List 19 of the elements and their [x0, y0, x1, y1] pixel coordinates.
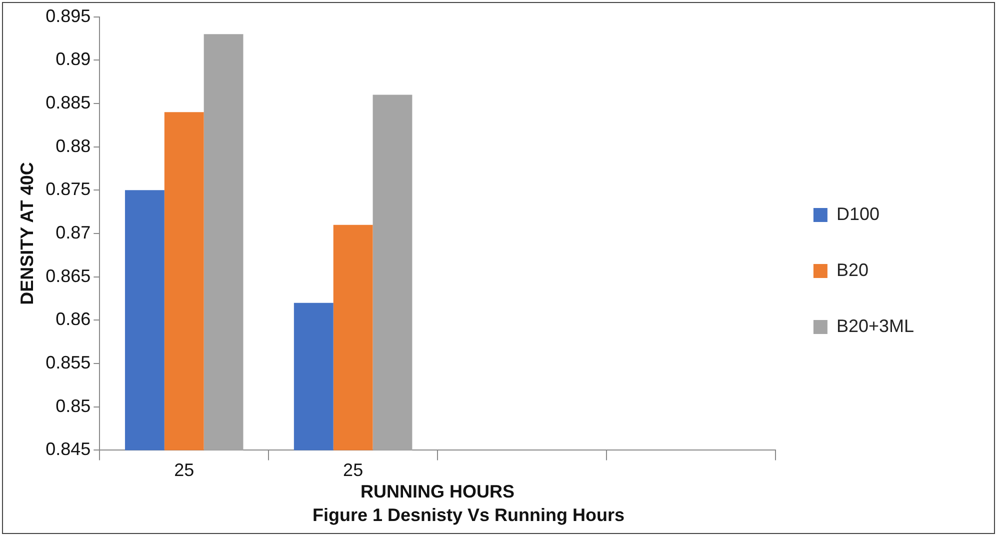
- y-tick-label: 0.865: [46, 266, 91, 286]
- y-tick-label: 0.85: [56, 396, 91, 416]
- x-tick-label: 25: [174, 460, 194, 480]
- legend-label: B20: [836, 260, 868, 280]
- y-tick-label: 0.88: [56, 136, 91, 156]
- legend-label: D100: [836, 204, 880, 224]
- y-tick-label: 0.855: [46, 352, 91, 372]
- x-tick-label: 25: [343, 460, 364, 480]
- text: Figure 1 Desnisty Vs Running Hours: [312, 505, 625, 526]
- y-tick-label: 0.885: [46, 92, 91, 112]
- y-axis-title: DENSITY AT 40C: [16, 162, 37, 305]
- y-tick-label: 0.895: [46, 6, 91, 26]
- y-tick-label: 0.87: [56, 222, 91, 242]
- y-tick-label: 0.875: [46, 179, 91, 200]
- y-tick-label: 0.89: [56, 49, 91, 70]
- x-axis-title: RUNNING HOURS: [360, 482, 515, 502]
- y-tick-label: 0.845: [46, 439, 91, 460]
- legend-label: B20+3ML: [836, 316, 914, 336]
- y-tick-label: 0.86: [56, 309, 91, 330]
